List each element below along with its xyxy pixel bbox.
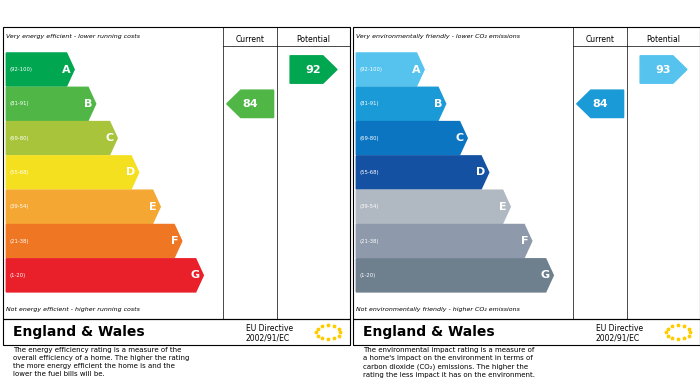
Polygon shape — [6, 87, 96, 120]
Text: (21-38): (21-38) — [10, 239, 29, 244]
Polygon shape — [6, 259, 203, 292]
Text: England & Wales: England & Wales — [13, 325, 145, 339]
Text: (69-80): (69-80) — [10, 136, 29, 141]
Text: C: C — [456, 133, 464, 143]
Text: (81-91): (81-91) — [10, 101, 29, 106]
Polygon shape — [6, 224, 182, 258]
Text: 2002/91/EC: 2002/91/EC — [596, 333, 640, 342]
Text: G: G — [190, 270, 200, 280]
Text: (92-100): (92-100) — [360, 67, 383, 72]
Polygon shape — [577, 90, 624, 118]
Text: 84: 84 — [592, 99, 608, 109]
Polygon shape — [356, 87, 446, 120]
Text: Environmental Impact (CO₂) Rating: Environmental Impact (CO₂) Rating — [363, 7, 595, 20]
Text: 92: 92 — [306, 65, 321, 75]
Text: Very environmentally friendly - lower CO₂ emissions: Very environmentally friendly - lower CO… — [356, 34, 520, 39]
Polygon shape — [356, 53, 424, 86]
Text: EU Directive: EU Directive — [596, 324, 643, 333]
Polygon shape — [6, 190, 160, 223]
Text: Not environmentally friendly - higher CO₂ emissions: Not environmentally friendly - higher CO… — [356, 307, 520, 312]
Text: EU Directive: EU Directive — [246, 324, 293, 333]
Polygon shape — [356, 156, 489, 189]
Text: Not energy efficient - higher running costs: Not energy efficient - higher running co… — [6, 307, 140, 312]
Text: Current: Current — [236, 35, 265, 44]
Text: D: D — [476, 167, 485, 178]
Text: B: B — [84, 99, 92, 109]
Text: D: D — [126, 167, 135, 178]
Text: F: F — [171, 236, 178, 246]
Polygon shape — [6, 156, 139, 189]
Text: Potential: Potential — [647, 35, 680, 44]
Text: 84: 84 — [242, 99, 258, 109]
Text: (39-54): (39-54) — [360, 204, 379, 209]
Text: (21-38): (21-38) — [360, 239, 379, 244]
Polygon shape — [227, 90, 274, 118]
Text: 93: 93 — [656, 65, 671, 75]
Polygon shape — [356, 259, 553, 292]
Text: Very energy efficient - lower running costs: Very energy efficient - lower running co… — [6, 34, 140, 39]
Text: (69-80): (69-80) — [360, 136, 379, 141]
Text: G: G — [540, 270, 550, 280]
Text: (39-54): (39-54) — [10, 204, 29, 209]
Text: The environmental impact rating is a measure of
a home's impact on the environme: The environmental impact rating is a mea… — [363, 347, 536, 378]
Text: C: C — [106, 133, 114, 143]
Polygon shape — [6, 53, 74, 86]
Text: E: E — [149, 202, 157, 212]
Text: 2002/91/EC: 2002/91/EC — [246, 333, 290, 342]
Text: B: B — [434, 99, 442, 109]
Polygon shape — [290, 56, 337, 83]
Polygon shape — [6, 122, 117, 155]
Text: The energy efficiency rating is a measure of the
overall efficiency of a home. T: The energy efficiency rating is a measur… — [13, 347, 190, 377]
Polygon shape — [640, 56, 687, 83]
Text: A: A — [412, 65, 421, 75]
Text: Energy Efficiency Rating: Energy Efficiency Rating — [13, 7, 175, 20]
Text: England & Wales: England & Wales — [363, 325, 495, 339]
Text: (55-68): (55-68) — [360, 170, 379, 175]
Text: (92-100): (92-100) — [10, 67, 33, 72]
Text: (1-20): (1-20) — [10, 273, 26, 278]
Text: (1-20): (1-20) — [360, 273, 376, 278]
Text: E: E — [499, 202, 507, 212]
Polygon shape — [356, 122, 467, 155]
Text: (55-68): (55-68) — [10, 170, 29, 175]
Text: (81-91): (81-91) — [360, 101, 379, 106]
Text: F: F — [521, 236, 528, 246]
Text: A: A — [62, 65, 71, 75]
Text: Potential: Potential — [297, 35, 330, 44]
Text: Current: Current — [586, 35, 615, 44]
Polygon shape — [356, 224, 532, 258]
Polygon shape — [356, 190, 510, 223]
